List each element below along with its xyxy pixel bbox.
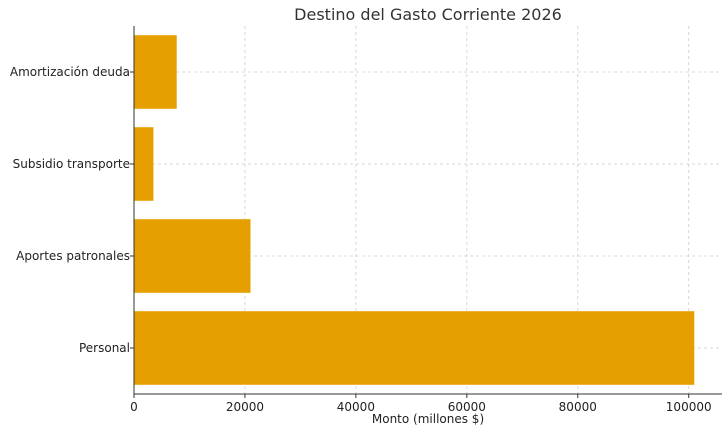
y-tick-label: Amortización deuda (10, 65, 130, 79)
x-axis-label: Monto (millones $) (372, 412, 484, 426)
x-tick-label: 20000 (226, 400, 264, 414)
x-tick-label: 80000 (559, 400, 597, 414)
x-ticks: 0 20000 40000 60000 80000 100000 (130, 394, 712, 414)
chart-title: Destino del Gasto Corriente 2026 (294, 5, 562, 24)
x-tick-label: 0 (130, 400, 138, 414)
y-ticks: Personal Aportes patronales Subsidio trans… (10, 65, 134, 355)
bar-0 (134, 311, 695, 385)
x-tick-label: 40000 (337, 400, 375, 414)
y-tick-label: Subsidio transporte (13, 157, 130, 171)
x-tick-label: 60000 (448, 400, 486, 414)
y-tick-label: Aportes patronales (16, 249, 130, 263)
bar-1 (134, 219, 251, 293)
axes (133, 26, 722, 395)
bars (134, 35, 695, 385)
bar-2 (134, 127, 154, 201)
x-tick-label: 100000 (666, 400, 712, 414)
y-tick-label: Personal (79, 341, 130, 355)
bar-3 (134, 35, 177, 109)
